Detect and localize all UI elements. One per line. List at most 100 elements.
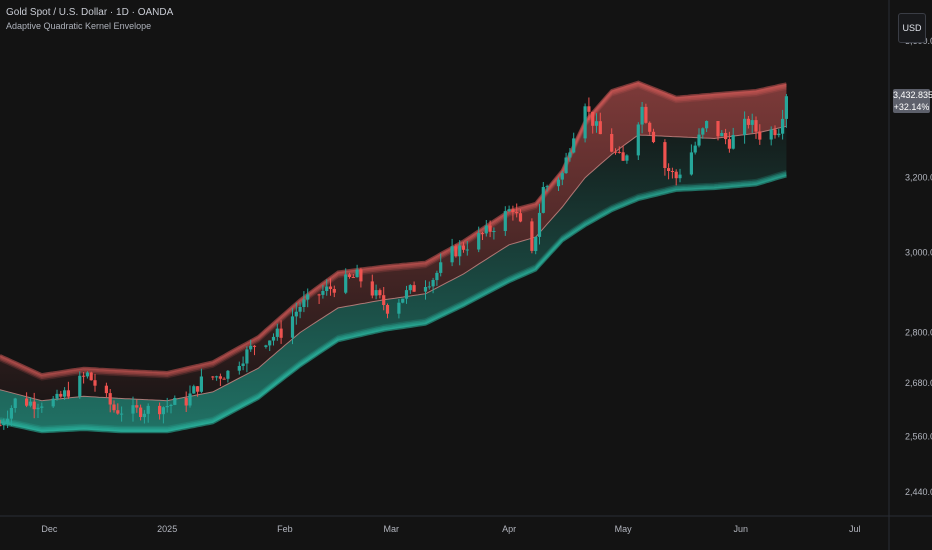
candle-body [146, 405, 150, 414]
candle-body [271, 336, 276, 341]
candle-body [222, 378, 226, 380]
x-tick-label: May [615, 524, 633, 534]
candle-body [359, 269, 363, 282]
candle-body [226, 370, 230, 379]
candle-body [2, 422, 6, 426]
y-tick-label: 2,440.000 [905, 487, 932, 497]
lower-band-line [0, 169, 787, 429]
candle-body [427, 286, 431, 288]
candle-body [370, 281, 374, 296]
candle-body [689, 152, 693, 175]
candle-body [746, 118, 750, 125]
candle-body [610, 134, 614, 152]
candle-body [537, 212, 542, 237]
candle-body [678, 174, 682, 179]
currency-button[interactable]: USD [898, 13, 926, 43]
candle-body [621, 152, 625, 161]
candle-body [431, 280, 435, 287]
candle-body [769, 129, 773, 140]
candle-body [63, 390, 67, 397]
candle-body [423, 287, 428, 292]
last-price-value: 3,432.835 [893, 90, 932, 101]
upper-band-fill [0, 82, 787, 401]
candle-body [241, 363, 245, 366]
candle-body [534, 236, 538, 251]
candle-body [264, 345, 268, 347]
candle-body [591, 111, 595, 126]
candle-body [701, 128, 705, 135]
candle-body [317, 294, 321, 296]
candle-body [120, 413, 124, 415]
candle-body [55, 393, 59, 399]
upper-band-line [0, 83, 787, 380]
candle-body [758, 131, 762, 140]
candle-body [59, 393, 63, 397]
indicator-title[interactable]: Adaptive Quadratic Kernel Envelope [6, 21, 152, 31]
candle-body [583, 106, 587, 139]
candle-body [78, 375, 82, 397]
candle-body [743, 118, 747, 135]
candle-body [667, 168, 671, 171]
candle-body [131, 405, 135, 414]
candle-body [784, 96, 788, 119]
candle-body [408, 285, 412, 291]
candle-body [754, 120, 758, 132]
candle-body [640, 106, 644, 125]
candle-body [781, 118, 785, 134]
symbol-title[interactable]: Gold Spot / U.S. Dollar · 1D · OANDA [6, 7, 174, 18]
candle-body [488, 225, 492, 232]
candle-body [112, 404, 116, 411]
candle-body [484, 225, 488, 234]
candle-body [727, 139, 731, 149]
candle-body [663, 142, 667, 168]
candle-body [378, 290, 382, 296]
candle-body [777, 133, 781, 136]
candle-body [245, 349, 249, 364]
candle-body [477, 233, 481, 250]
candle-body [564, 157, 568, 174]
candle-body [28, 401, 32, 406]
candle-body [511, 209, 515, 212]
candle-body [644, 106, 648, 123]
candle-body [82, 375, 86, 377]
candle-body [648, 122, 652, 132]
candle-body [503, 211, 507, 231]
candle-body [279, 328, 283, 338]
candle-body [404, 290, 409, 299]
candle-body [25, 398, 29, 406]
candle-body [617, 151, 621, 153]
candle-body [613, 151, 618, 153]
candle-body [385, 305, 390, 314]
candle-body [351, 277, 355, 278]
candle-body [716, 121, 720, 137]
candle-body [328, 286, 333, 289]
candle-body [196, 386, 200, 392]
candle-body [249, 345, 253, 350]
upper-band-line [0, 80, 787, 377]
candle-body [188, 393, 192, 406]
candle-body [51, 398, 55, 407]
upper-band-line [0, 85, 787, 381]
candle-body [332, 289, 336, 293]
candle-body [374, 290, 378, 296]
candle-body [598, 121, 602, 135]
y-tick-label: 3,000.000 [905, 248, 932, 258]
candle-body [173, 398, 177, 405]
candle-body [135, 405, 139, 408]
candle-body [435, 272, 439, 281]
candle-body [161, 407, 165, 415]
candle-body [560, 173, 564, 180]
candle-body [461, 245, 466, 250]
candle-body [142, 413, 146, 418]
candle-body [750, 120, 754, 125]
x-tick-label: Dec [41, 524, 58, 534]
candle-body [306, 294, 310, 300]
candle-body [670, 171, 674, 172]
mid-band-line [0, 125, 787, 402]
candle-body [104, 385, 108, 394]
x-tick-label: Jun [734, 524, 749, 534]
candle-body [545, 186, 549, 188]
